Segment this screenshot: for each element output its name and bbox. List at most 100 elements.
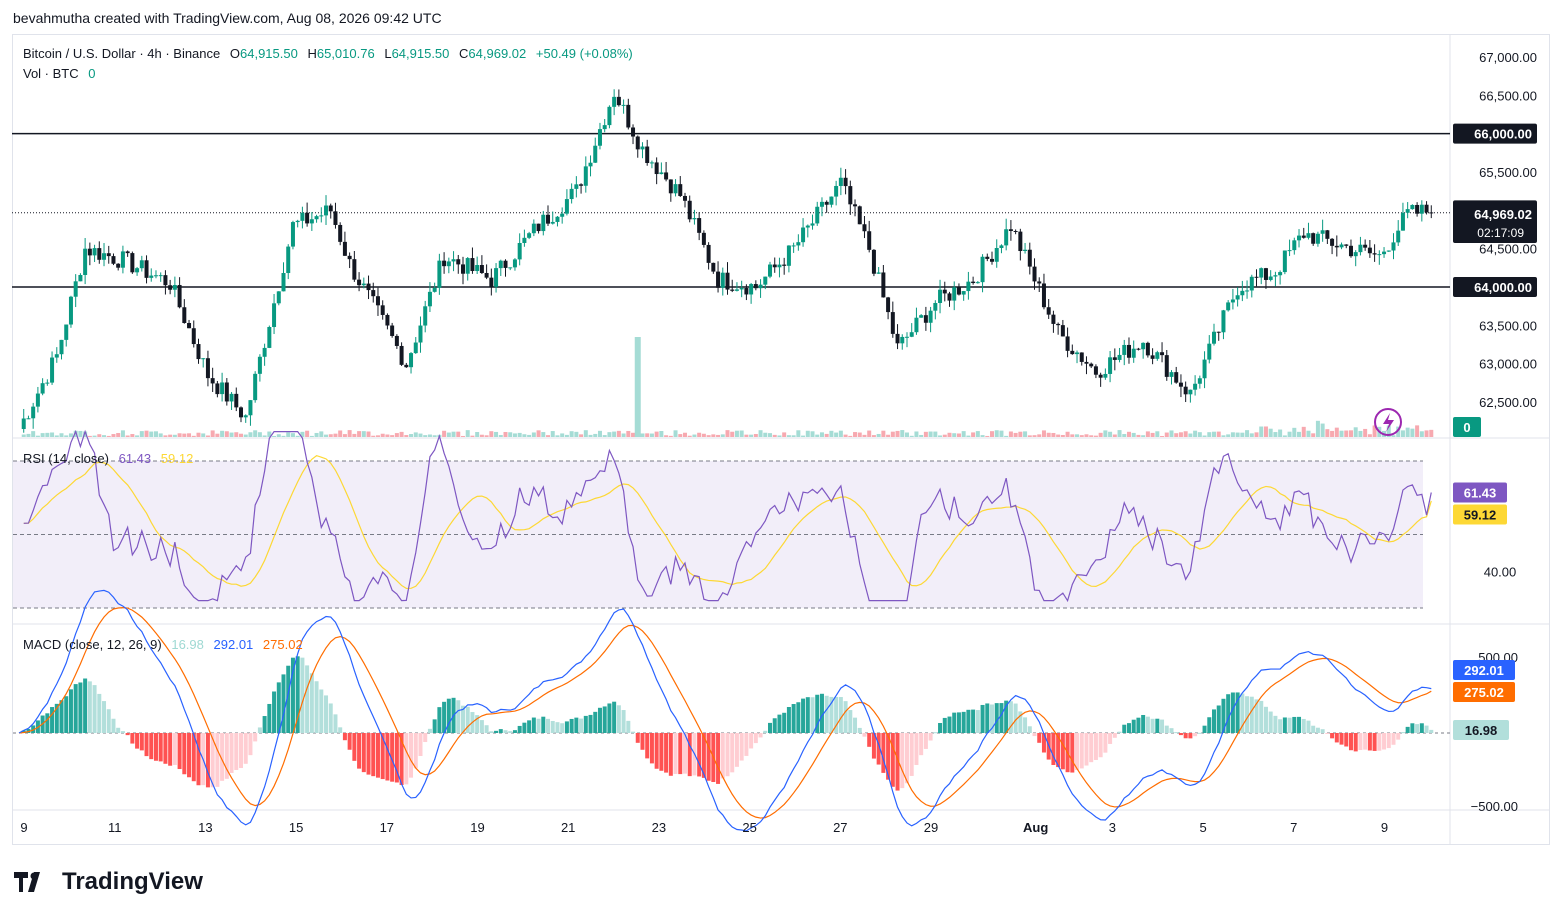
macd-histogram-bar	[153, 733, 158, 761]
volume-bar	[314, 432, 319, 437]
volume-bar	[1018, 431, 1023, 437]
volume-bar	[862, 434, 867, 437]
volume-bar	[1032, 435, 1037, 437]
candle-body	[135, 268, 140, 273]
volume-bar	[1226, 434, 1231, 437]
candle-body	[1060, 325, 1065, 337]
candle-body	[139, 260, 144, 269]
macd-histogram-bar	[583, 715, 588, 733]
volume-bar	[1117, 430, 1122, 437]
macd-histogram-bar	[546, 718, 551, 733]
rsi-legend[interactable]: RSI (14, close) 61.43 59.12	[23, 451, 199, 466]
candle-body	[267, 327, 272, 348]
candle-body	[1051, 314, 1056, 324]
volume-bar	[229, 432, 234, 437]
candle-body	[819, 201, 824, 207]
volume-bar	[753, 434, 758, 437]
volume-bar	[73, 430, 78, 437]
candle-body	[1377, 254, 1382, 256]
volume-bar	[564, 434, 569, 437]
candle-body	[682, 195, 687, 201]
candle-body	[498, 260, 503, 269]
candle-body	[1145, 342, 1150, 356]
volume-bar	[87, 435, 92, 437]
candle-body	[1254, 276, 1259, 278]
candle-body	[772, 264, 777, 268]
volume-bar	[427, 434, 432, 437]
candle-body	[442, 260, 447, 267]
macd-histogram-bar	[815, 694, 820, 733]
macd-histogram-bar	[512, 730, 517, 733]
macd-histogram-bar	[541, 716, 546, 733]
tradingview-logo[interactable]: TradingView	[14, 868, 203, 896]
volume-bar	[1169, 430, 1174, 437]
candle-body	[470, 258, 475, 272]
volume-bar	[829, 430, 834, 437]
macd-histogram-bar	[1018, 711, 1023, 733]
candle-body	[220, 382, 225, 395]
macd-histogram-bar	[1410, 723, 1415, 733]
candle-body	[1391, 242, 1396, 251]
volume-bar	[78, 430, 83, 437]
candle-body	[791, 245, 796, 247]
candle-body	[1311, 233, 1316, 244]
macd-histogram-bar	[106, 709, 111, 733]
candle-body	[1131, 348, 1136, 358]
volume-bar	[97, 434, 102, 437]
macd-histogram-bar	[361, 733, 366, 773]
candle-body	[687, 200, 692, 220]
macd-histogram-bar	[290, 657, 295, 733]
volume-legend[interactable]: Vol · BTC 0	[23, 66, 101, 81]
candle-body	[990, 258, 995, 262]
volume-bar	[111, 434, 116, 437]
candle-body	[1216, 331, 1221, 333]
symbol-title[interactable]: Bitcoin / U.S. Dollar · 4h · Binance	[23, 46, 221, 61]
volume-bar	[196, 432, 201, 437]
macd-histogram-bar	[409, 733, 414, 778]
volume-bar	[961, 431, 966, 437]
volume-bar	[730, 431, 735, 437]
price-legend[interactable]: Bitcoin / U.S. Dollar · 4h · Binance O64…	[23, 46, 639, 61]
macd-histogram-bar	[177, 733, 182, 770]
candle-body	[394, 335, 399, 346]
candle-body	[290, 222, 295, 247]
macd-histogram-bar	[83, 678, 88, 733]
macd-histogram-bar	[498, 729, 503, 733]
candle-body	[753, 284, 758, 289]
volume-bar	[102, 435, 107, 437]
candle-body	[1367, 247, 1372, 254]
candle-body	[829, 196, 834, 205]
volume-bar	[503, 431, 508, 437]
volume-bar	[720, 434, 725, 437]
volume-badge	[1453, 417, 1481, 437]
candle-body	[805, 225, 810, 228]
candle-body	[1122, 344, 1127, 355]
macd-histogram-bar	[1174, 732, 1179, 734]
candle-body	[102, 253, 107, 260]
candle-body	[262, 347, 267, 357]
macd-histogram-bar	[881, 733, 886, 773]
macd-histogram-bar	[810, 697, 815, 733]
volume-bar	[139, 431, 144, 437]
macd-histogram-bar	[909, 733, 914, 776]
volume-bar	[1207, 432, 1212, 437]
time-tick-label: 11	[108, 820, 122, 835]
macd-legend[interactable]: MACD (close, 12, 26, 9) 16.98 292.01 275…	[23, 637, 309, 652]
volume-bar	[479, 434, 484, 437]
volume-bar	[834, 432, 839, 437]
candle-body	[243, 415, 248, 418]
macd-signal-badge	[1453, 682, 1515, 702]
volume-bar	[484, 435, 489, 437]
candle-body	[1141, 342, 1146, 350]
macd-histogram-bar	[1396, 733, 1401, 740]
candle-body	[560, 213, 565, 217]
macd-histogram-bar	[1292, 716, 1297, 733]
volume-bar	[569, 431, 574, 437]
volume-bar	[92, 435, 97, 437]
macd-hist-value: 16.98	[171, 637, 204, 652]
candle-body	[413, 342, 418, 354]
macd-histogram-bar	[1212, 709, 1217, 733]
volume-bar	[1065, 431, 1070, 437]
volume-label: Vol · BTC	[23, 66, 79, 81]
